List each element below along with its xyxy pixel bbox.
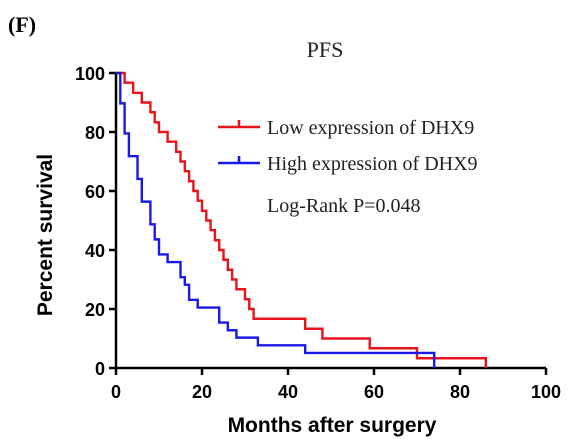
legend-label-low: Low expression of DHX9 bbox=[267, 117, 474, 139]
y-tick-label: 100 bbox=[75, 64, 105, 84]
y-tick-label: 60 bbox=[85, 182, 105, 202]
x-tick-label: 100 bbox=[531, 382, 561, 402]
y-tick-label: 0 bbox=[95, 359, 105, 379]
x-tick-label: 40 bbox=[278, 382, 298, 402]
series-line-high-expression bbox=[116, 71, 436, 368]
chart-title: PFS bbox=[307, 37, 344, 62]
series-line-low-expression bbox=[116, 71, 487, 368]
y-tick-label: 80 bbox=[85, 123, 105, 143]
y-axis-label: Percent survival bbox=[34, 154, 57, 316]
legend: Low expression of DHX9 High expression of… bbox=[218, 117, 478, 175]
y-tick-label: 40 bbox=[85, 241, 105, 261]
annotation-logrank: Log-Rank P=0.048 bbox=[267, 195, 421, 217]
axes bbox=[114, 73, 546, 370]
x-tick-label: 60 bbox=[364, 382, 384, 402]
x-axis-ticks: 0 20 40 60 80 100 bbox=[111, 368, 561, 402]
x-tick-label: 0 bbox=[111, 382, 121, 402]
legend-label-high: High expression of DHX9 bbox=[267, 153, 478, 175]
panel-label: (F) bbox=[8, 12, 36, 37]
y-axis-ticks: 0 20 40 60 80 100 bbox=[75, 64, 116, 379]
x-axis-label: Months after surgery bbox=[228, 414, 437, 437]
series-group bbox=[116, 71, 487, 368]
x-tick-label: 20 bbox=[192, 382, 212, 402]
x-tick-label: 80 bbox=[450, 382, 470, 402]
y-tick-label: 20 bbox=[85, 300, 105, 320]
